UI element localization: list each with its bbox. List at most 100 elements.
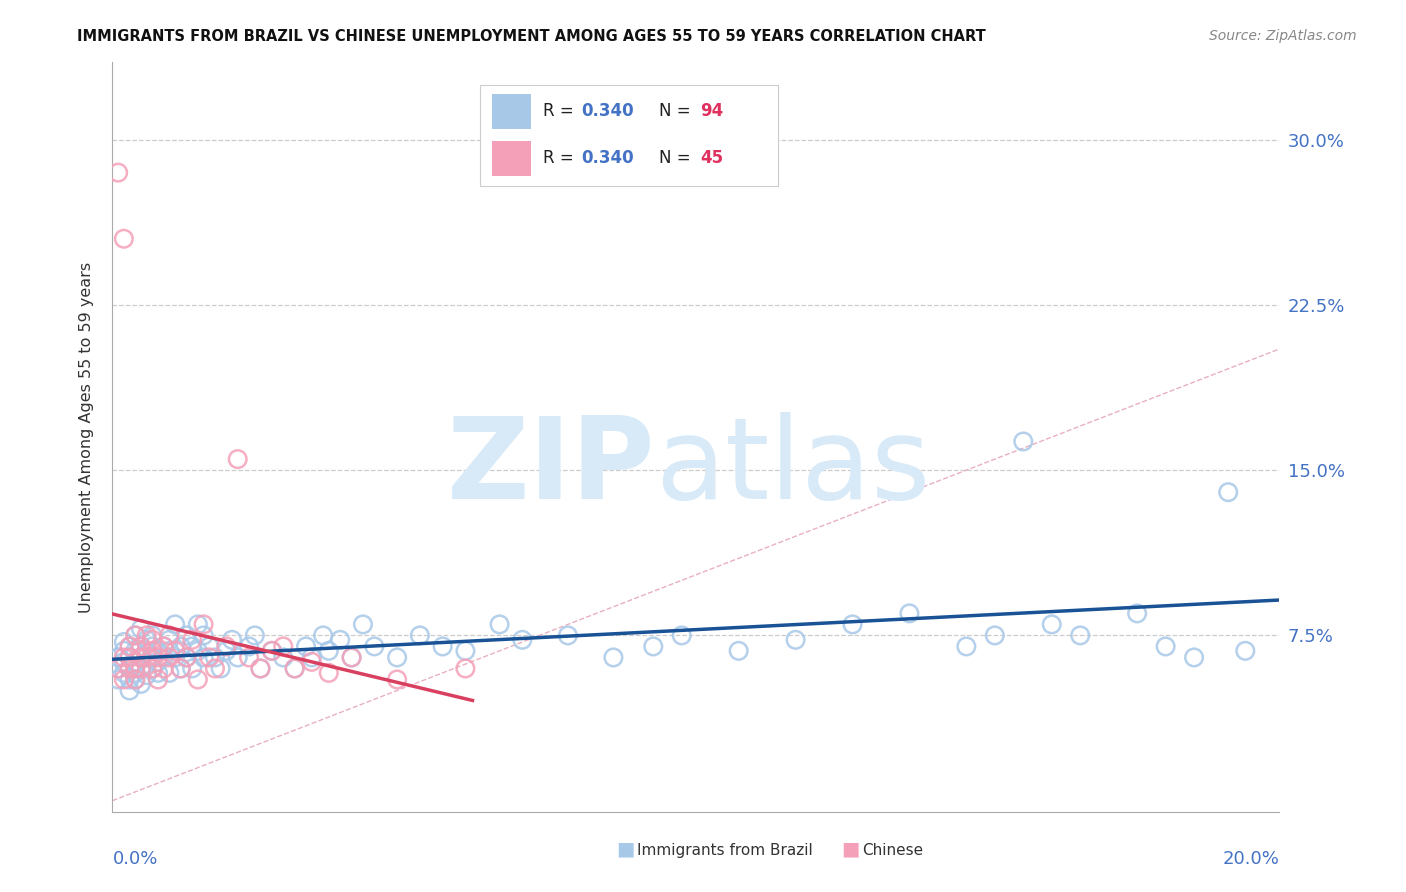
Text: ■: ■ bbox=[841, 839, 859, 858]
Point bbox=[135, 668, 157, 682]
Point bbox=[118, 673, 141, 687]
Point bbox=[898, 607, 921, 621]
Text: 0.0%: 0.0% bbox=[112, 850, 157, 868]
Point bbox=[243, 628, 266, 642]
Point bbox=[107, 650, 129, 665]
Text: ■: ■ bbox=[616, 839, 634, 858]
Text: Source: ZipAtlas.com: Source: ZipAtlas.com bbox=[1209, 29, 1357, 43]
Point bbox=[129, 640, 152, 654]
Point bbox=[141, 632, 163, 647]
Point bbox=[124, 644, 146, 658]
Point bbox=[118, 640, 141, 654]
Point bbox=[352, 617, 374, 632]
Point bbox=[157, 644, 180, 658]
Point bbox=[135, 632, 157, 647]
Text: ZIP: ZIP bbox=[447, 411, 655, 523]
Text: atlas: atlas bbox=[655, 411, 931, 523]
Point bbox=[557, 628, 579, 642]
Text: Immigrants from Brazil: Immigrants from Brazil bbox=[637, 843, 813, 858]
Point bbox=[146, 650, 169, 665]
Point bbox=[260, 644, 283, 658]
Point bbox=[385, 650, 408, 665]
Point bbox=[727, 644, 749, 658]
Point bbox=[112, 644, 135, 658]
Point bbox=[112, 673, 135, 687]
Point bbox=[107, 661, 129, 675]
Y-axis label: Unemployment Among Ages 55 to 59 years: Unemployment Among Ages 55 to 59 years bbox=[79, 261, 94, 613]
Point bbox=[124, 628, 146, 642]
Point bbox=[1069, 628, 1091, 642]
Point bbox=[221, 632, 243, 647]
Point bbox=[249, 661, 271, 675]
Point bbox=[141, 650, 163, 665]
Point bbox=[124, 673, 146, 687]
Point bbox=[157, 665, 180, 680]
Point bbox=[118, 650, 141, 665]
Point bbox=[146, 655, 169, 669]
Point bbox=[124, 665, 146, 680]
Point bbox=[671, 628, 693, 642]
Point bbox=[955, 640, 977, 654]
Point bbox=[271, 640, 294, 654]
Point bbox=[129, 650, 152, 665]
Point bbox=[141, 644, 163, 658]
Point bbox=[112, 635, 135, 649]
Point bbox=[129, 650, 152, 665]
Point bbox=[785, 632, 807, 647]
Point bbox=[1040, 617, 1063, 632]
Point bbox=[512, 632, 534, 647]
Point bbox=[129, 622, 152, 636]
Point bbox=[181, 632, 204, 647]
Point bbox=[340, 650, 363, 665]
Point bbox=[284, 661, 307, 675]
Point bbox=[112, 650, 135, 665]
Point bbox=[204, 661, 226, 675]
Point bbox=[146, 644, 169, 658]
Point bbox=[124, 628, 146, 642]
Point bbox=[181, 640, 204, 654]
Point bbox=[176, 650, 198, 665]
Point bbox=[176, 628, 198, 642]
Point bbox=[193, 617, 215, 632]
Point bbox=[118, 661, 141, 675]
Point bbox=[1234, 644, 1257, 658]
Point bbox=[187, 673, 209, 687]
Point bbox=[135, 646, 157, 660]
Point bbox=[249, 661, 271, 675]
Point bbox=[152, 640, 174, 654]
Point bbox=[112, 655, 135, 669]
Point bbox=[118, 683, 141, 698]
Text: 20.0%: 20.0% bbox=[1223, 850, 1279, 868]
Point bbox=[146, 665, 169, 680]
Point bbox=[129, 661, 152, 675]
Point bbox=[271, 650, 294, 665]
Point bbox=[340, 650, 363, 665]
Point bbox=[107, 661, 129, 675]
Point bbox=[129, 677, 152, 691]
Point bbox=[1012, 434, 1035, 449]
Point bbox=[215, 644, 238, 658]
Point bbox=[165, 650, 187, 665]
Point bbox=[193, 628, 215, 642]
Point bbox=[295, 640, 318, 654]
Point bbox=[198, 640, 221, 654]
Point bbox=[1126, 607, 1149, 621]
Point bbox=[129, 661, 152, 675]
Point bbox=[157, 632, 180, 647]
Point bbox=[141, 628, 163, 642]
Point bbox=[141, 661, 163, 675]
Point bbox=[432, 640, 454, 654]
Point bbox=[118, 661, 141, 675]
Point bbox=[170, 640, 193, 654]
Point bbox=[187, 644, 209, 658]
Point bbox=[385, 673, 408, 687]
Point bbox=[301, 655, 323, 669]
Point bbox=[107, 166, 129, 180]
Point bbox=[215, 640, 238, 654]
Point bbox=[157, 650, 180, 665]
Point bbox=[118, 640, 141, 654]
Point bbox=[454, 644, 477, 658]
Point bbox=[312, 628, 335, 642]
Point bbox=[124, 673, 146, 687]
Point bbox=[602, 650, 624, 665]
